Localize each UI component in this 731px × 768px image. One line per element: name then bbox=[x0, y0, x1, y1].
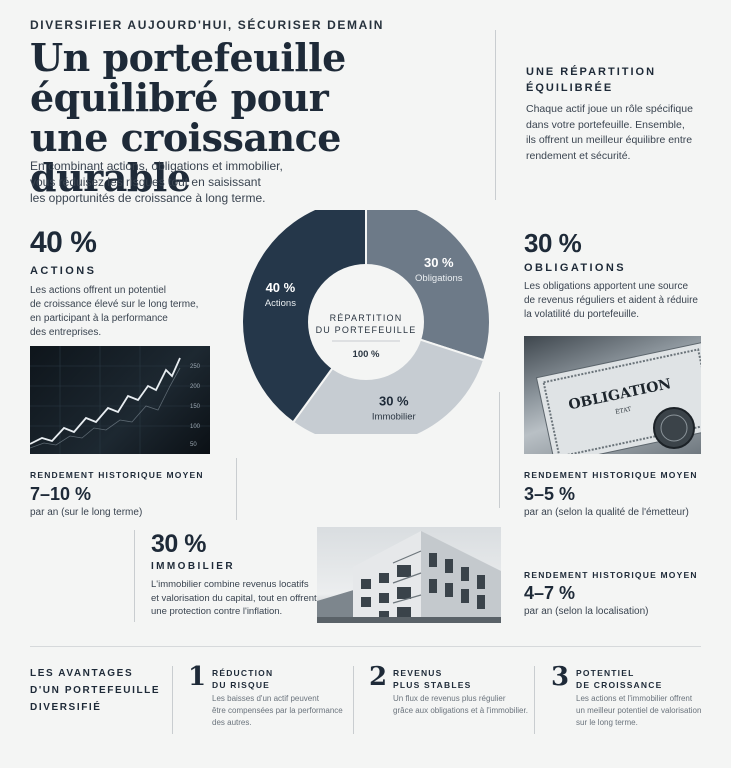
benefit-number: 2 bbox=[369, 662, 388, 692]
divider bbox=[134, 530, 135, 622]
obligations-text: Les obligations apportent une source de … bbox=[524, 281, 698, 320]
donut-hole bbox=[308, 264, 424, 380]
stock-tick-label: 250 bbox=[190, 364, 201, 370]
stock-chart-illustration: 250 200 150 100 50 bbox=[30, 346, 210, 454]
chart-center-total: 100 % bbox=[353, 349, 380, 360]
aside-heading: UNE RÉPARTITION ÉQUILIBRÉE bbox=[526, 66, 657, 94]
pie-category-label: Obligations bbox=[415, 273, 463, 284]
divider bbox=[353, 666, 354, 734]
stock-tick-label: 100 bbox=[190, 424, 201, 430]
divider bbox=[499, 392, 500, 508]
immobilier-yield-note: par an (selon la localisation) bbox=[524, 606, 649, 617]
aside-text: Chaque actif joue un rôle spécifique dan… bbox=[526, 103, 693, 162]
stock-tick-label: 50 bbox=[190, 442, 197, 448]
allocation-donut-chart: RÉPARTITION DU PORTEFEUILLE 100 % 30 % Ob… bbox=[241, 210, 491, 434]
intro-text: En combinant actions, obligations et imm… bbox=[30, 159, 283, 205]
pie-slice-immobilier bbox=[291, 320, 486, 434]
section-divider bbox=[30, 646, 701, 647]
benefit-text: Les actions et l'immobilier offrent un m… bbox=[576, 694, 702, 727]
seal-icon bbox=[653, 407, 695, 449]
bond-certificate-illustration: OBLIGATION ÉTAT bbox=[535, 341, 701, 454]
benefit-text: Un flux de revenus plus régulier grâce a… bbox=[393, 694, 528, 715]
benefits-heading: LES AVANTAGES D'UN PORTEFEUILLE DIVERSIF… bbox=[30, 668, 161, 713]
certificate-subtitle: ÉTAT bbox=[615, 405, 632, 416]
actions-yield: 7–10 % bbox=[30, 484, 92, 504]
obligations-yield-note: par an (selon la qualité de l'émetteur) bbox=[524, 507, 689, 518]
pie-slice-actions bbox=[241, 210, 367, 424]
pie-category-label: Immobilier bbox=[372, 412, 416, 423]
divider bbox=[236, 458, 237, 520]
obligations-percent: 30 % bbox=[524, 228, 582, 258]
benefit-number: 3 bbox=[551, 662, 570, 692]
chart-center-label: DU PORTEFEUILLE bbox=[316, 325, 417, 335]
building-illustration bbox=[317, 531, 501, 623]
actions-percent: 40 % bbox=[30, 226, 97, 259]
stock-tick-label: 150 bbox=[190, 404, 201, 410]
obligations-yield-heading: RENDEMENT HISTORIQUE MOYEN bbox=[524, 470, 698, 480]
title-line: une croissance durable bbox=[30, 115, 341, 200]
title-line: équilibré pour bbox=[30, 75, 329, 120]
stock-tick-label: 200 bbox=[190, 384, 201, 390]
page-title: Un portefeuille équilibré pour une crois… bbox=[30, 38, 500, 198]
pie-value-label: 40 % bbox=[266, 280, 296, 295]
chart-center-label: RÉPARTITION bbox=[330, 313, 403, 323]
title-line: Un portefeuille bbox=[30, 35, 346, 80]
divider bbox=[495, 30, 496, 200]
pie-value-label: 30 % bbox=[379, 394, 409, 409]
immobilier-yield: 4–7 % bbox=[524, 583, 576, 603]
immobilier-label: IMMOBILIER bbox=[151, 561, 235, 572]
obligations-label: OBLIGATIONS bbox=[524, 262, 626, 274]
stock-chart-photo: 250 200 150 100 50 bbox=[30, 346, 210, 454]
pie-value-label: 30 % bbox=[424, 255, 454, 270]
kicker: DIVERSIFIER AUJOURD'HUI, SÉCURISER DEMAI… bbox=[30, 18, 385, 32]
divider bbox=[172, 666, 173, 734]
divider bbox=[534, 666, 535, 734]
actions-yield-note: par an (sur le long terme) bbox=[30, 507, 143, 518]
immobilier-yield-heading: RENDEMENT HISTORIQUE MOYEN bbox=[524, 570, 698, 580]
benefit-title: RÉDUCTION DU RISQUE bbox=[212, 668, 274, 690]
benefit-title: REVENUS PLUS STABLES bbox=[393, 668, 472, 690]
immobilier-percent: 30 % bbox=[151, 530, 206, 558]
actions-yield-heading: RENDEMENT HISTORIQUE MOYEN bbox=[30, 470, 204, 480]
benefit-text: Les baisses d'un actif peuvent être comp… bbox=[212, 694, 343, 727]
building-photo bbox=[317, 527, 501, 623]
obligations-yield: 3–5 % bbox=[524, 484, 576, 504]
immobilier-text: L'immobilier combine revenus locatifs et… bbox=[151, 579, 317, 617]
benefit-title: POTENTIEL DE CROISSANCE bbox=[576, 668, 663, 690]
benefit-number: 1 bbox=[188, 662, 207, 692]
pie-category-label: Actions bbox=[265, 298, 296, 309]
bond-certificate-photo: OBLIGATION ÉTAT bbox=[524, 336, 701, 454]
actions-text: Les actions offrent un potentiel de croi… bbox=[30, 285, 199, 338]
actions-label: ACTIONS bbox=[30, 265, 97, 277]
